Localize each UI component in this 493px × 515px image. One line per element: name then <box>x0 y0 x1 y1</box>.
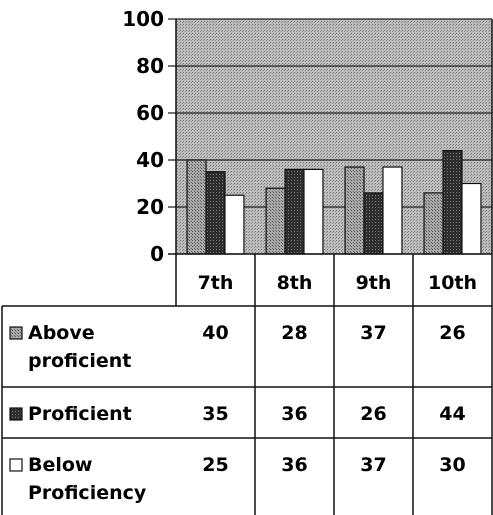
bar <box>423 192 444 255</box>
category-label: 7th <box>198 272 234 294</box>
y-tick-label: 100 <box>122 7 164 31</box>
legend-key <box>9 458 23 472</box>
legend-label: Proficiency <box>28 482 147 504</box>
bar <box>303 168 324 255</box>
legend-label: Proficient <box>28 403 132 425</box>
legend-label: proficient <box>28 350 131 372</box>
legend-label: Above <box>28 322 95 344</box>
bar <box>186 159 207 255</box>
y-tick-label: 40 <box>136 148 164 172</box>
table-cell-value: 26 <box>360 403 386 425</box>
bar <box>382 166 403 255</box>
table-cell-value: 25 <box>202 454 228 476</box>
y-tick-label: 80 <box>136 54 164 78</box>
bar <box>265 187 286 255</box>
axes <box>168 19 177 306</box>
bar <box>284 168 305 255</box>
table-cell-value: 40 <box>202 322 228 344</box>
category-label: 8th <box>277 272 313 294</box>
table-cell-value: 44 <box>439 403 465 425</box>
table-cell-value: 36 <box>281 454 307 476</box>
y-tick-label: 60 <box>136 101 164 125</box>
table-cell-value: 37 <box>360 454 386 476</box>
bar <box>224 194 245 255</box>
table-cell-value: 28 <box>281 322 307 344</box>
table-cell-value: 35 <box>202 403 228 425</box>
table-cell-value: 36 <box>281 403 307 425</box>
category-label: 10th <box>428 272 477 294</box>
table-cell-value: 37 <box>360 322 386 344</box>
bar <box>442 150 463 255</box>
y-tick-label: 20 <box>136 195 164 219</box>
bar <box>205 171 226 255</box>
bar <box>344 166 365 255</box>
y-tick-label: 0 <box>150 242 164 266</box>
category-label: 9th <box>356 272 392 294</box>
legend-label: Below <box>28 454 93 476</box>
y-tick-labels: 0 20 40 60 80 100 <box>122 7 164 266</box>
legend-key <box>9 407 23 421</box>
bar <box>461 182 482 255</box>
table-cell-value: 26 <box>439 322 465 344</box>
bar <box>363 192 384 255</box>
table-cell-value: 30 <box>439 454 465 476</box>
legend-key <box>9 326 23 340</box>
data-table: 7th 8th 9th 10th Above proficient 40 28 37 26 Prof… <box>1 19 493 515</box>
